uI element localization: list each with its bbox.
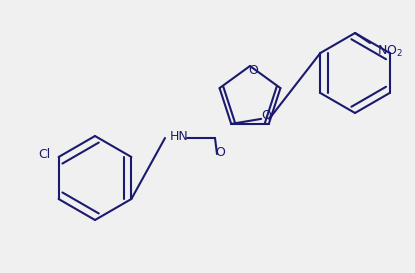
Text: O: O	[248, 64, 258, 78]
Text: O: O	[261, 109, 271, 122]
Text: O: O	[215, 147, 225, 159]
Text: NO$_2$: NO$_2$	[377, 43, 403, 58]
Text: HN: HN	[170, 129, 189, 143]
Text: Cl: Cl	[38, 149, 51, 162]
